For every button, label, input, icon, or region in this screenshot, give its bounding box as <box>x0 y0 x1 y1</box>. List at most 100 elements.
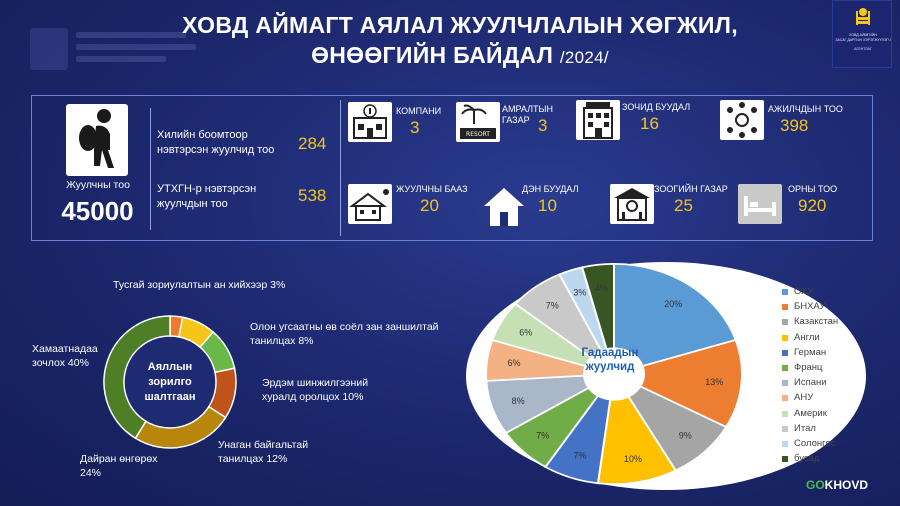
pie-center-title: Гадаадын жуулчид <box>581 347 639 373</box>
stat-label: АМРАЛТЫН ГАЗАР <box>502 104 553 125</box>
stat-label: ЗООГИЙН ГАЗАР <box>654 184 728 194</box>
legend-label: Герман <box>794 346 827 358</box>
stat-workers: АЖИЛЧДЫН ТОО 398 <box>720 100 860 150</box>
foreign-tourists-pie-chart: 20% 13% 9% 10% 7% 7% 8% 6% 6% 7% 3% 4% <box>485 263 743 485</box>
stat-value: 3 <box>538 116 548 135</box>
pie-data-label: 13% <box>705 377 723 387</box>
stat-hotel: ЗОЧИД БУУДАЛ 16 <box>576 100 706 150</box>
legend-label: бусад <box>794 453 820 465</box>
divider <box>340 100 341 236</box>
slice-label-transit: Дайран өнгөрөх 24% <box>80 453 158 479</box>
stat-company: КОМПАНИ 3 <box>348 102 468 152</box>
stat-resort: RESORT АМРАЛТЫН ГАЗАР 3 <box>456 102 566 152</box>
hotel-icon <box>576 100 620 140</box>
stat-restaurant: ЗООГИЙН ГАЗАР 25 <box>610 184 740 234</box>
legend-swatch <box>782 441 788 447</box>
legend-label: Солонгос <box>794 438 836 449</box>
stat-value: 3 <box>410 118 420 137</box>
donut-slice <box>103 315 171 440</box>
stat-label: АЖИЛЧДЫН ТОО <box>768 104 843 114</box>
slice-label-ethnic-culture: Олон угсаатны өв соёл зан заншилтай тани… <box>250 321 439 347</box>
page-title: ХОВД АЙМАГТ АЯЛАЛ ЖУУЛЧЛАЛЫН ХӨГЖИЛ, ӨНӨ… <box>160 10 760 73</box>
svg-text:RESORT: RESORT <box>466 131 490 138</box>
divider <box>150 108 151 230</box>
title-line-2: ӨНӨӨГИЙН БАЙДАЛ /2024/ <box>311 42 609 68</box>
donut-hole <box>125 337 215 427</box>
tourist-camp-icon <box>348 184 392 224</box>
border-tourists-label: Хилийн боомтоор нэвтэрсэн жуулчид тоо <box>157 129 275 156</box>
utkhgn-tourists-value: 538 <box>298 186 327 205</box>
pie-slice <box>596 395 678 485</box>
legend-swatch <box>782 319 788 326</box>
legend-label: БНХАУ <box>794 301 826 313</box>
restaurant-icon <box>610 184 654 224</box>
stat-label: КОМПАНИ <box>396 106 442 116</box>
pie-data-label: 10% <box>624 454 642 464</box>
tourists-label: Жуулчны тоо <box>66 179 130 191</box>
legend-swatch <box>782 395 788 402</box>
legend-label: АНУ <box>794 392 814 404</box>
legend-label: Англи <box>794 331 820 343</box>
pie-data-label: 6% <box>519 327 532 337</box>
title-line-1: ХОВД АЙМАГТ АЯЛАЛ ЖУУЛЧЛАЛЫН ХӨГЖИЛ, <box>182 12 738 38</box>
legend-swatch <box>782 304 788 311</box>
tourists-value: 45000 <box>61 196 134 226</box>
pie-data-label: 3% <box>573 287 586 297</box>
legend-label: ОХУ <box>794 286 814 297</box>
house-icon <box>484 188 524 226</box>
emblem-text-2: ЗАСАГ ДАРГЫН ХЭРЭГЖҮҮЛЭГЧ <box>835 38 891 42</box>
stat-value: 10 <box>538 196 557 215</box>
pie-data-label: 7% <box>546 301 559 311</box>
purpose-donut-chart <box>103 315 237 449</box>
slice-label-relatives: Хамаатнадаа зочлох 40% <box>32 343 98 369</box>
utkhgn-tourists-label: УТХГН-р нэвтэрсэн жуулчдын тоо <box>157 183 257 210</box>
bed-icon <box>738 184 782 224</box>
gokhovd-logo: GOKHOVD <box>806 478 869 492</box>
pie-slice <box>638 338 743 429</box>
company-icon <box>348 102 392 142</box>
stat-label: ЗОЧИД БУУДАЛ <box>622 102 691 112</box>
ghost-logo <box>30 28 200 74</box>
tourist-icon-box <box>66 104 128 176</box>
soyombo-icon <box>856 8 870 25</box>
pie-data-label: 7% <box>536 430 549 440</box>
pie-slices <box>485 263 743 485</box>
legend-swatch <box>782 425 788 432</box>
pie-labels: 20% 13% 9% 10% 7% 7% 8% 6% 6% 7% 3% 4% <box>508 283 724 464</box>
pie-data-label: 4% <box>595 283 608 293</box>
legend-swatch <box>782 456 788 463</box>
stat-guest-house: ДЭН БУУДАЛ 10 <box>482 184 602 234</box>
donut-slices <box>103 315 237 449</box>
pie-slice <box>613 263 737 368</box>
legend-swatch <box>782 349 788 356</box>
emblem-text-3: АГЕНТЛАГ <box>854 47 872 51</box>
workers-icon <box>720 100 764 140</box>
backpacker-icon <box>79 109 114 168</box>
slice-label-nature: Унаган байгальтай танилцах 12% <box>218 439 309 465</box>
stat-value: 25 <box>674 196 693 215</box>
legend-swatch <box>782 410 788 417</box>
legend-swatch <box>782 380 788 387</box>
legend-label: Казакстан <box>794 316 839 328</box>
pie-data-label: 20% <box>664 299 682 309</box>
stats-panel <box>31 95 873 241</box>
legend-label: Франц <box>794 362 823 373</box>
donut-center-title: Аяллын зорилго шалтгаан <box>144 361 196 403</box>
legend-swatch <box>782 334 788 341</box>
legend-swatch <box>782 289 788 295</box>
border-tourists-value: 284 <box>298 134 327 153</box>
legend-swatch <box>782 365 788 371</box>
stat-value: 920 <box>798 196 827 215</box>
title-year: /2024/ <box>559 48 609 67</box>
stat-value: 20 <box>420 196 439 215</box>
stat-value: 16 <box>640 114 659 133</box>
stat-tourist-camp: ЖУУЛЧНЫ БААЗ 20 <box>348 184 478 234</box>
pie-data-label: 7% <box>573 451 586 461</box>
legend-label: Испани <box>794 377 827 389</box>
emblem-text-1: ХОВД АЙМГИЙН <box>849 33 877 37</box>
slice-label-research: Эрдэм шинжилгээний хуралд оролцох 10% <box>262 377 369 403</box>
pie-data-label: 9% <box>679 430 692 440</box>
emblem-logo: ХОВД АЙМГИЙН ЗАСАГ ДАРГЫН ХЭРЭГЖҮҮЛЭГЧ А… <box>832 0 892 68</box>
pie-data-label: 8% <box>512 396 525 406</box>
slice-label-hunting: Тусгай зориулалтын ан хийхээр 3% <box>113 279 286 291</box>
